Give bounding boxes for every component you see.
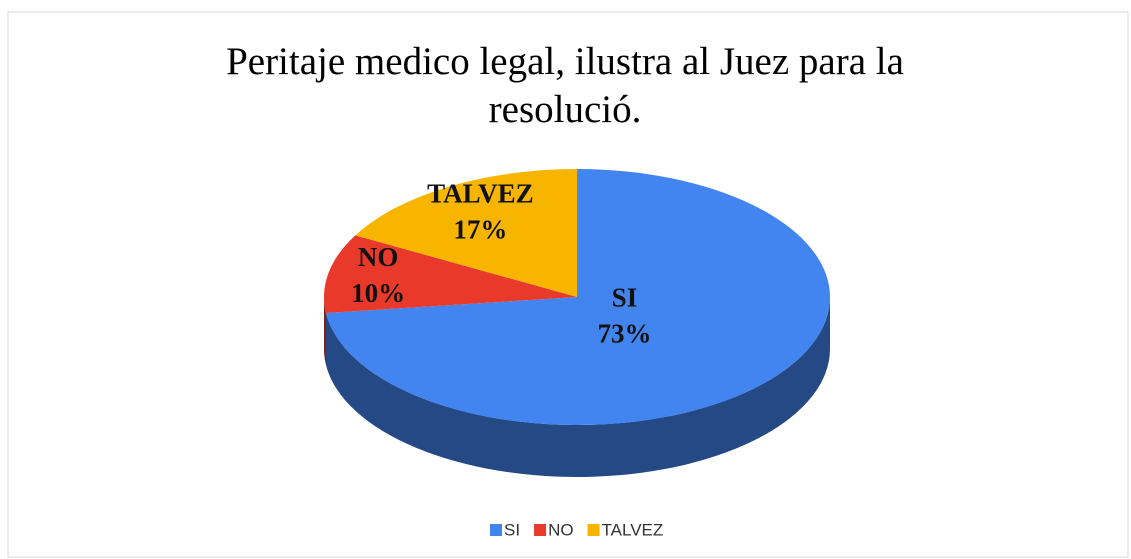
legend-swatch	[534, 524, 547, 536]
pie-slice	[325, 169, 830, 426]
data-label-value: 17%	[453, 215, 507, 245]
data-label-category: TALVEZ	[427, 179, 534, 209]
data-label-category: SI	[612, 282, 638, 312]
pie-slice	[324, 235, 577, 314]
pie-slice-side	[325, 297, 830, 477]
legend-label: NO	[548, 520, 574, 539]
pie-slice	[355, 169, 577, 297]
chart-title: Peritaje medico legal, ilustra al Juez p…	[226, 40, 904, 131]
chart-border	[7, 11, 1129, 558]
legend-swatch	[587, 524, 600, 536]
data-label-category: NO	[358, 242, 399, 272]
legend-label: SI	[504, 520, 520, 539]
legend-label: TALVEZ	[602, 520, 664, 539]
pie-slice-side	[324, 297, 326, 366]
data-label-value: 73%	[597, 318, 651, 348]
data-label-value: 10%	[351, 278, 405, 308]
legend-swatch	[490, 524, 502, 536]
